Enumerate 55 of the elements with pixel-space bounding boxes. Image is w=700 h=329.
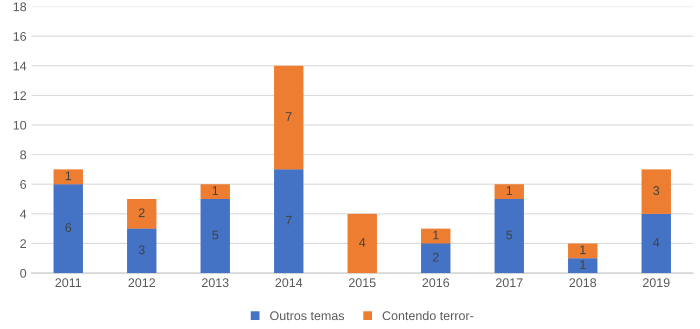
y-tick-label: 10	[14, 120, 26, 130]
data-label: 1	[212, 186, 218, 195]
bar	[274, 66, 304, 170]
y-tick-label: 0	[20, 268, 26, 278]
x-tick-label: 2015	[348, 278, 376, 288]
data-label: 2	[432, 252, 439, 262]
data-label: 3	[138, 245, 145, 254]
data-label: 5	[506, 230, 512, 240]
y-tick-label: 14	[14, 62, 26, 70]
bar	[127, 228, 156, 274]
x-tick-label: 2017	[496, 278, 523, 288]
y-tick-label: 6	[20, 180, 26, 189]
bar	[642, 169, 671, 214]
x-tick-label: 2016	[422, 278, 450, 288]
data-label: 1	[580, 245, 586, 254]
data-label: 7	[286, 112, 292, 121]
data-label: 1	[580, 260, 586, 269]
y-tick-label: 8	[20, 150, 26, 160]
x-tick-label: 2011	[55, 278, 82, 288]
y-tick-label: 16	[14, 32, 26, 41]
bar	[348, 214, 377, 274]
bar	[494, 199, 524, 274]
data-label: 4	[359, 238, 366, 247]
bar	[421, 228, 450, 244]
bar	[568, 258, 598, 274]
data-label: 2	[138, 208, 145, 218]
legend-label: Contendo terror-	[382, 310, 474, 320]
x-tick-label: 2014	[275, 278, 302, 288]
y-tick-label: 18	[14, 2, 26, 12]
bar	[494, 184, 524, 200]
data-label: 3	[653, 186, 660, 195]
bar	[568, 243, 598, 258]
bar	[54, 184, 83, 274]
data-label: 1	[433, 230, 439, 240]
y-tick-label: 2	[20, 239, 26, 248]
data-label: 1	[506, 186, 512, 195]
bar	[200, 199, 230, 274]
data-label: 6	[65, 223, 72, 232]
bar	[54, 169, 83, 184]
data-label: 5	[212, 230, 218, 240]
data-label: 1	[66, 171, 72, 180]
bar	[274, 169, 304, 274]
x-tick-label: 2013	[202, 278, 229, 288]
bar	[642, 214, 671, 274]
data-label: 7	[286, 216, 292, 224]
legend-label: Outros temas	[270, 311, 344, 320]
bar	[421, 243, 450, 274]
y-tick-label: 4	[20, 210, 26, 218]
bar	[200, 184, 230, 200]
x-tick-label: 2012	[128, 278, 156, 288]
bar	[127, 199, 156, 229]
y-tick-label: 12	[14, 91, 26, 100]
data-label: 4	[653, 238, 660, 247]
x-tick-label: 2018	[569, 278, 596, 288]
x-tick-label: 2019	[642, 278, 670, 288]
